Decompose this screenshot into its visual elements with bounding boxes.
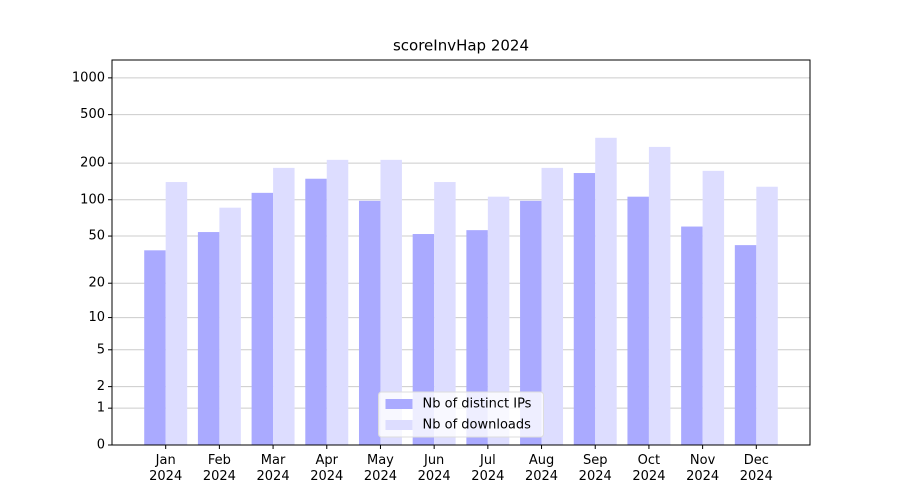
x-tick-label: Apr 2024: [310, 453, 344, 484]
x-tick-label: Nov 2024: [686, 453, 720, 484]
bar: [466, 230, 488, 445]
legend-box: [378, 391, 544, 438]
x-tick-label: Dec 2024: [739, 453, 773, 484]
y-tick-label: 50: [88, 229, 105, 244]
bar: [734, 245, 757, 445]
legend-swatch: [385, 420, 413, 430]
bar: [197, 232, 220, 445]
bar: [595, 137, 617, 445]
x-tick-label: Sep 2024: [578, 453, 612, 484]
bar: [648, 146, 671, 445]
y-tick-label: 5: [97, 342, 105, 357]
x-tick-label: Aug 2024: [524, 453, 559, 484]
bar: [358, 200, 381, 445]
y-tick-label: 0: [97, 438, 105, 453]
legend-label: Nb of downloads: [423, 418, 532, 433]
legend-label: Nb of distinct IPs: [423, 397, 532, 412]
y-tick-label: 2: [97, 379, 105, 394]
plot-frame: [111, 59, 811, 446]
x-tick-label: Jul 2024: [471, 453, 505, 484]
bar: [380, 159, 402, 445]
legend: Nb of distinct IPs Nb of downloads: [378, 391, 544, 438]
bar: [219, 207, 241, 445]
y-tick-label: 1000: [72, 70, 105, 85]
y-tick-label: 200: [80, 156, 105, 171]
bar: [305, 178, 327, 445]
x-tick-label: May 2024: [363, 453, 397, 484]
bar: [273, 167, 295, 445]
y-tick-label: 10: [88, 310, 105, 325]
chart-title: scoreInvHap 2024: [393, 37, 529, 55]
bar: [627, 196, 649, 445]
x-tick-label: Feb 2024: [202, 453, 236, 484]
legend-swatch: [385, 399, 413, 409]
y-tick-label: 100: [80, 192, 105, 207]
y-tick-label: 1: [97, 401, 105, 416]
bar: [520, 200, 542, 445]
bar: [681, 226, 703, 445]
bar: [144, 250, 166, 445]
bar: [251, 192, 274, 445]
bar: [573, 173, 596, 446]
y-tick-label: 500: [80, 107, 105, 122]
bar: [434, 182, 456, 445]
x-tick-label: Oct 2024: [632, 453, 666, 484]
x-tick-label: Jan 2024: [149, 453, 183, 484]
bar: [487, 196, 510, 445]
x-tick-label: Mar 2024: [256, 453, 290, 484]
y-tick-label: 20: [88, 276, 105, 291]
x-tick-label: Jun 2024: [417, 453, 451, 484]
bar: [756, 186, 778, 445]
bar: [326, 159, 349, 445]
bar: [541, 167, 564, 445]
bar: [702, 170, 725, 445]
bar: [165, 182, 188, 445]
